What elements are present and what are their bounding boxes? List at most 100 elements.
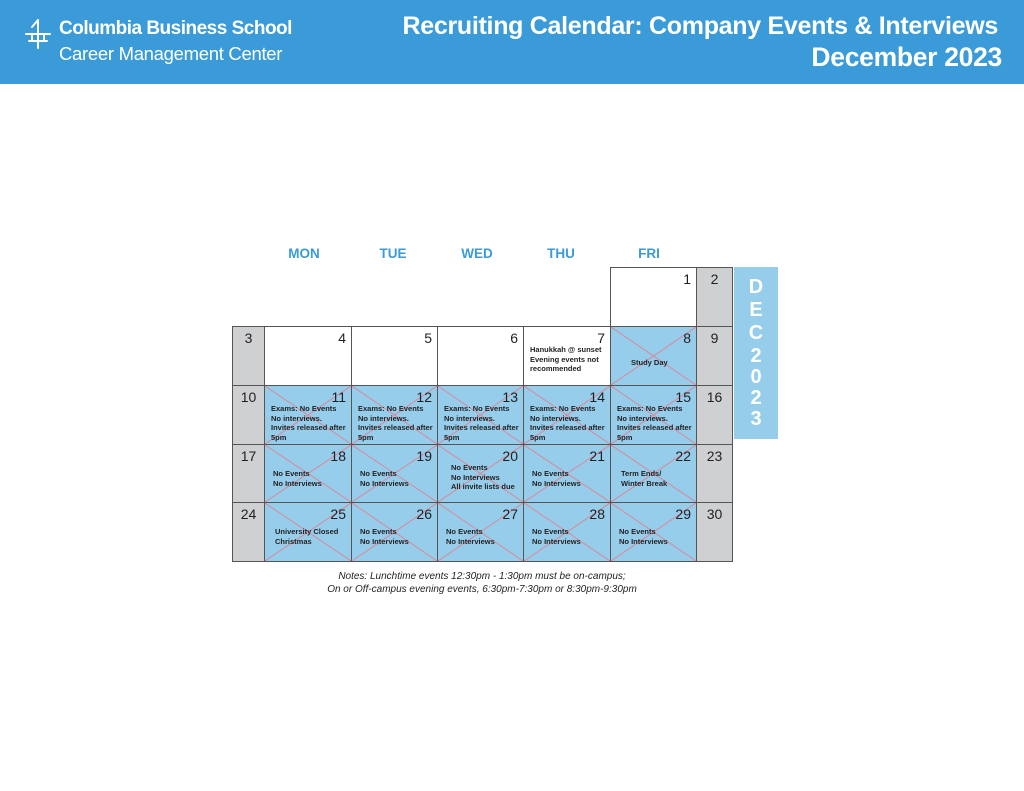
day-number: 7 [597, 330, 605, 346]
weekday-fri: FRI [638, 246, 660, 261]
day-note: Exams: No Events No interviews. Invites … [271, 404, 346, 442]
day-note: No Events No Interviews [446, 527, 495, 546]
day-number: 20 [502, 448, 518, 464]
day-note: No Events No Interviews [532, 527, 581, 546]
cross-out-mark [352, 503, 437, 561]
day-number: 30 [706, 506, 723, 522]
calendar-day-13[interactable]: 13 Exams: No Events No interviews. Invite… [437, 385, 524, 445]
calendar-day-11[interactable]: 11 Exams: No Events No interviews. Invite… [264, 385, 352, 445]
calendar-day-8[interactable]: 8 Study Day [610, 326, 697, 386]
day-number: 21 [589, 448, 605, 464]
cross-out-mark [611, 386, 696, 444]
weekday-mon: MON [288, 246, 320, 261]
calendar-day-30[interactable]: 30 [696, 502, 733, 562]
day-note: Exams: No Events No interviews. Invites … [444, 404, 519, 442]
day-number: 11 [331, 389, 346, 405]
cross-out-mark [524, 445, 610, 502]
weekday-thu: THU [547, 246, 575, 261]
day-number: 19 [416, 448, 432, 464]
day-number: 12 [416, 389, 432, 405]
day-note: No Events No Interviews [273, 469, 322, 488]
calendar-day-23[interactable]: 23 [696, 444, 733, 503]
day-number: 5 [424, 330, 432, 346]
day-note: Exams: No Events No interviews. Invites … [358, 404, 433, 442]
calendar-day-27[interactable]: 27 No Events No Interviews [437, 502, 524, 562]
calendar-day-12[interactable]: 12 Exams: No Events No interviews. Invite… [351, 385, 438, 445]
calendar-day-24[interactable]: 24 [232, 502, 265, 562]
calendar-day-1[interactable]: 1 [610, 267, 697, 327]
day-note: No Events No Interviews All invite lists… [451, 463, 515, 491]
day-note: No Events No Interviews [360, 527, 409, 546]
day-number: 10 [240, 389, 257, 405]
calendar-day-7[interactable]: 7 Hanukkah @ sunset Evening events not re… [523, 326, 611, 386]
calendar-day-3[interactable]: 3 [232, 326, 265, 386]
day-number: 13 [502, 389, 518, 405]
calendar-day-29[interactable]: 29 No Events No Interviews [610, 502, 697, 562]
cross-out-mark [352, 445, 437, 502]
day-number: 3 [244, 330, 253, 346]
side-tab-letter: 0 [750, 366, 762, 388]
side-tab-letter: C [748, 322, 764, 344]
cross-out-mark [438, 503, 523, 561]
day-number: 24 [240, 506, 257, 522]
calendar-day-17[interactable]: 17 [232, 444, 265, 503]
day-note: No Events No Interviews [360, 469, 409, 488]
school-logo[interactable]: Columbia Business School Career Manageme… [24, 16, 324, 68]
day-number: 16 [706, 389, 723, 405]
crown-icon [25, 19, 51, 49]
day-note: Term Ends/ Winter Break [621, 469, 668, 488]
day-number: 18 [330, 448, 346, 464]
calendar-day-20[interactable]: 20 No Events No Interviews All invite lis… [437, 444, 524, 503]
cross-out-mark [438, 386, 523, 444]
cross-out-mark [524, 503, 610, 561]
calendar-day-25[interactable]: 25 University Closed Christmas [264, 502, 352, 562]
cross-out-mark [438, 445, 523, 502]
calendar-day-5[interactable]: 5 [351, 326, 438, 386]
notes-line-1: Notes: Lunchtime events 12:30pm - 1:30pm… [338, 571, 626, 582]
cross-out-mark [265, 386, 351, 444]
side-tab-letter: 3 [750, 408, 762, 430]
center-name: Career Management Center [59, 43, 283, 64]
calendar-day-28[interactable]: 28 No Events No Interviews [523, 502, 611, 562]
calendar-day-21[interactable]: 21 No Events No Interviews [523, 444, 611, 503]
cross-out-mark [265, 503, 351, 561]
page-title: Recruiting Calendar: Company Events & In… [402, 12, 999, 40]
calendar-day-18[interactable]: 18 No Events No Interviews [264, 444, 352, 503]
calendar-day-15[interactable]: 15 Exams: No Events No interviews. Invite… [610, 385, 697, 445]
side-tab-letter: 2 [750, 345, 762, 367]
day-number: 17 [240, 448, 257, 464]
cross-out-mark [265, 445, 351, 502]
calendar-day-16[interactable]: 16 [696, 385, 733, 445]
calendar-day-6[interactable]: 6 [437, 326, 524, 386]
calendar-day-22[interactable]: 22 Term Ends/ Winter Break [610, 444, 697, 503]
header-banner: Columbia Business School Career Manageme… [0, 0, 1024, 84]
calendar-day-26[interactable]: 26 No Events No Interviews [351, 502, 438, 562]
cross-out-mark [611, 327, 696, 385]
day-number: 6 [510, 330, 518, 346]
day-number: 14 [589, 389, 605, 405]
calendar-day-19[interactable]: 19 No Events No Interviews [351, 444, 438, 503]
side-tab-letter: E [749, 299, 763, 321]
weekday-tue: TUE [379, 246, 407, 261]
day-number: 15 [675, 389, 691, 405]
calendar-day-2[interactable]: 2 [696, 267, 733, 327]
day-number: 9 [710, 330, 719, 346]
day-number: 26 [416, 506, 432, 522]
side-tab-letter: D [748, 276, 764, 298]
day-note: Exams: No Events No interviews. Invites … [530, 404, 605, 442]
calendar-day-4[interactable]: 4 [264, 326, 352, 386]
day-note: Hanukkah @ sunset Evening events not rec… [530, 345, 602, 373]
day-number: 23 [706, 448, 723, 464]
calendar-day-10[interactable]: 10 [232, 385, 265, 445]
day-note: University Closed Christmas [275, 527, 339, 546]
calendar-day-9[interactable]: 9 [696, 326, 733, 386]
calendar-day-14[interactable]: 14 Exams: No Events No interviews. Invite… [523, 385, 611, 445]
day-number: 8 [683, 330, 691, 346]
cross-out-mark [352, 386, 437, 444]
day-note: Exams: No Events No interviews. Invites … [617, 404, 692, 442]
day-note: No Events No Interviews [532, 469, 581, 488]
month-title: December 2023 [811, 42, 1002, 72]
day-number: 4 [338, 330, 346, 346]
weekday-wed: WED [461, 246, 493, 261]
side-tab-letter: 2 [750, 387, 762, 409]
